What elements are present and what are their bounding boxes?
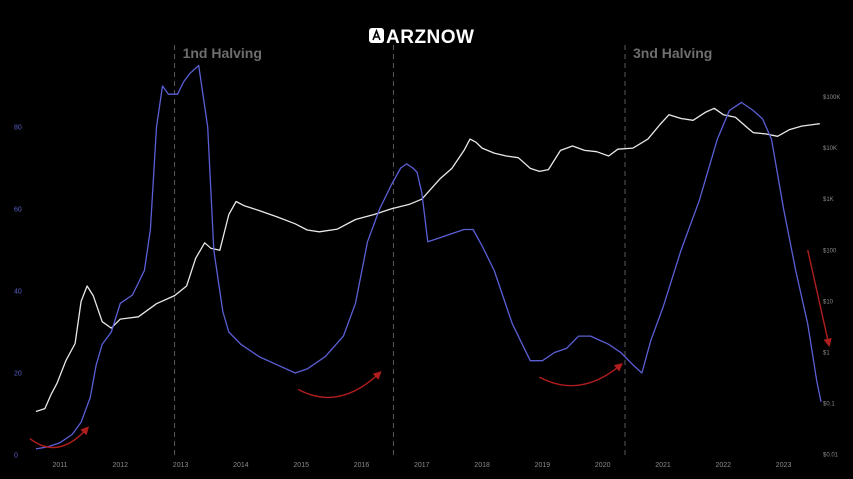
right-tick-label: $0.1 bbox=[823, 402, 835, 408]
right-tick-label: $100K bbox=[823, 95, 840, 101]
left-tick-label: 80 bbox=[14, 125, 22, 132]
left-tick-label: 20 bbox=[14, 371, 22, 378]
arznow-logo-mark bbox=[372, 28, 381, 41]
halving-lines: 1nd Halving 3nd Halving bbox=[174, 45, 712, 458]
axes: 0 20 40 60 80 $0.01 $0.1 $1 $10 $100 $1K $10K $100K 2… bbox=[14, 95, 840, 469]
annotation-arrow bbox=[539, 362, 623, 387]
left-tick-label: 60 bbox=[14, 207, 22, 214]
annotation-arrow bbox=[29, 426, 89, 449]
right-tick-label: $1K bbox=[823, 197, 834, 203]
x-tick-label: 2022 bbox=[716, 462, 732, 469]
x-tick-label: 2021 bbox=[655, 462, 671, 469]
brand-logo: ARZNOW bbox=[369, 27, 474, 48]
indicator-line bbox=[35, 64, 822, 450]
right-tick-label: $0.01 bbox=[823, 453, 839, 459]
right-tick-label: $10K bbox=[823, 146, 837, 152]
halving-label: 1nd Halving bbox=[183, 45, 262, 61]
x-tick-label: 2017 bbox=[414, 462, 430, 469]
x-tick-label: 2013 bbox=[173, 462, 189, 469]
right-tick-label: $10 bbox=[823, 299, 834, 305]
right-tick-label: $100 bbox=[823, 248, 837, 254]
right-tick-label: $1 bbox=[823, 351, 830, 357]
series-lines bbox=[35, 64, 822, 450]
price-line bbox=[35, 107, 820, 413]
x-tick-label: 2018 bbox=[474, 462, 490, 469]
brand-name: ARZNOW bbox=[386, 27, 474, 48]
annotation-arrow bbox=[807, 249, 832, 348]
left-tick-label: 40 bbox=[14, 289, 22, 296]
annotation-arrow bbox=[297, 371, 382, 399]
x-tick-label: 2016 bbox=[354, 462, 370, 469]
x-tick-label: 2019 bbox=[535, 462, 551, 469]
x-tick-label: 2012 bbox=[113, 462, 129, 469]
left-tick-label: 0 bbox=[14, 453, 18, 460]
halving-label: 3nd Halving bbox=[633, 45, 712, 61]
x-tick-label: 2011 bbox=[52, 462, 67, 469]
x-tick-label: 2020 bbox=[595, 462, 611, 469]
x-tick-label: 2015 bbox=[293, 462, 309, 469]
annotation-arrows bbox=[29, 249, 832, 449]
x-tick-label: 2023 bbox=[776, 462, 792, 469]
x-tick-label: 2014 bbox=[233, 462, 249, 469]
